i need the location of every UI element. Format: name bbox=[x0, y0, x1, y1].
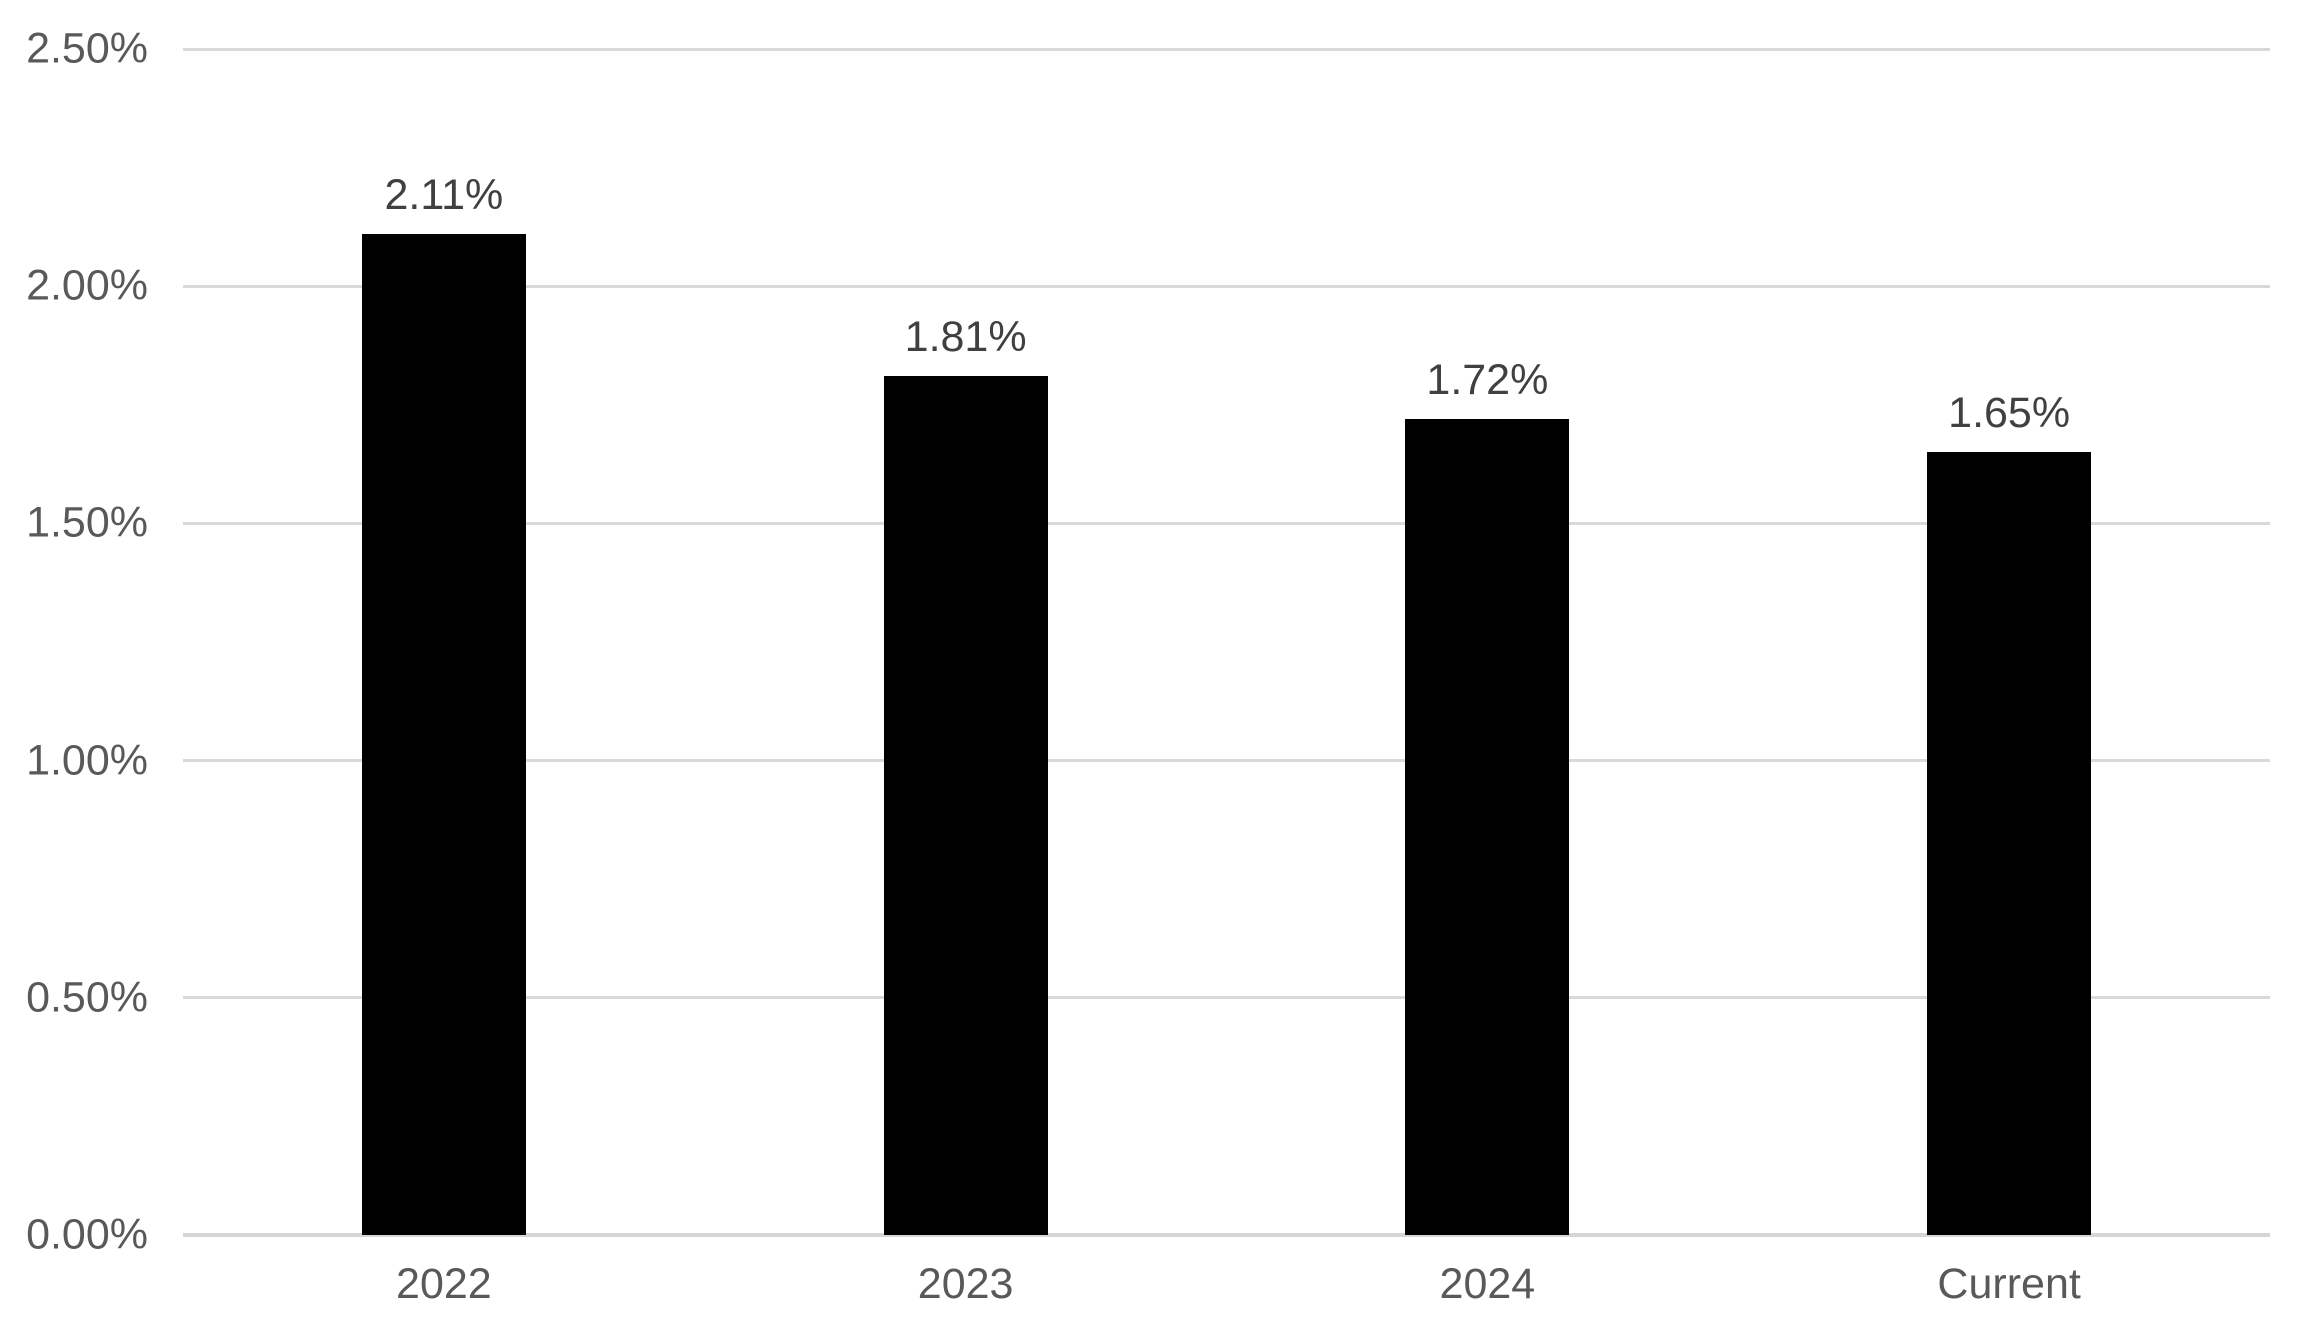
x-tick-label-2024: 2024 bbox=[1439, 1260, 1536, 1308]
x-tick-label-2022: 2022 bbox=[396, 1260, 492, 1308]
gridline-2.50% bbox=[183, 47, 2270, 51]
bar-value-label: 1.65% bbox=[1948, 389, 2071, 438]
x-tick-label-Current: Current bbox=[1937, 1260, 2081, 1308]
bar-Current[interactable] bbox=[1927, 452, 2092, 1235]
y-tick-label: 2.00% bbox=[26, 261, 148, 310]
y-tick-label: 0.00% bbox=[26, 1210, 148, 1259]
x-axis-line bbox=[183, 1233, 2270, 1237]
bar-2024[interactable] bbox=[1405, 419, 1570, 1235]
bar-2023[interactable] bbox=[883, 376, 1048, 1235]
gridline-1.00% bbox=[183, 759, 2270, 763]
plot-area: 2.11% 1.81% 1.72% 1.65% bbox=[183, 47, 2270, 1237]
gridline-2.00% bbox=[183, 284, 2270, 288]
y-tick-label: 2.50% bbox=[26, 24, 148, 73]
x-tick-label-2023: 2023 bbox=[917, 1260, 1014, 1308]
y-tick-label: 1.50% bbox=[26, 498, 148, 547]
gridline-0.50% bbox=[183, 996, 2270, 1000]
bar-value-label: 2.11% bbox=[384, 171, 504, 220]
bar-value-label: 1.72% bbox=[1426, 356, 1549, 405]
gridline-1.50% bbox=[183, 521, 2270, 525]
bar-2022[interactable] bbox=[361, 234, 526, 1235]
bar-value-label: 1.81% bbox=[904, 313, 1027, 362]
y-tick-label: 0.50% bbox=[26, 973, 148, 1022]
y-tick-label: 1.00% bbox=[26, 736, 148, 785]
